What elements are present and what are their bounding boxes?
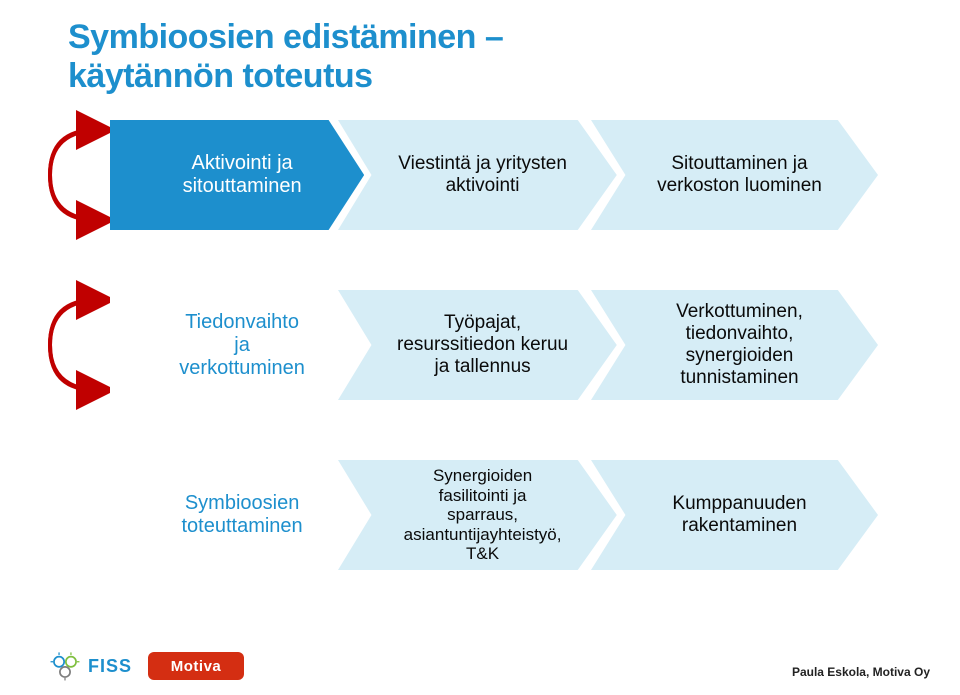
gear-cycle-icon: [48, 651, 82, 681]
process-step-r3b1: Symbioosientoteuttaminen: [110, 460, 364, 570]
process-step-label: Kumppanuudenrakentaminen: [672, 493, 806, 537]
process-step-label: Symbioosientoteuttaminen: [181, 492, 302, 538]
process-row-2: Tiedonvaihtojaverkottuminen Työpajat,resu…: [110, 290, 930, 400]
process-row-3: Symbioosientoteuttaminen Synergioidenfasi…: [110, 460, 930, 570]
process-step-r2b1: Tiedonvaihtojaverkottuminen: [110, 290, 364, 400]
process-step-r2b2: Työpajat,resurssitiedon keruuja tallennu…: [338, 290, 617, 400]
process-step-r3b2: Synergioidenfasilitointi jasparraus,asia…: [338, 460, 617, 570]
process-step-label: Aktivointi jasitouttaminen: [183, 152, 302, 198]
process-step-r1b1: Aktivointi jasitouttaminen: [110, 120, 364, 230]
title-line-2: käytännön toteutus: [68, 57, 373, 95]
footer-logos: FISS Motiva: [48, 651, 244, 681]
fiss-label: FISS: [88, 656, 132, 677]
page-title: Symbioosien edistäminen – käytännön tote…: [68, 18, 503, 96]
credit-text: Paula Eskola, Motiva Oy: [792, 665, 930, 679]
process-step-label: Synergioidenfasilitointi jasparraus,asia…: [404, 466, 562, 564]
cycle-arrow-1: [40, 115, 110, 235]
process-step-r3b3: Kumppanuudenrakentaminen: [591, 460, 878, 570]
cycle-arrow-2: [40, 285, 110, 405]
process-step-label: Verkottuminen,tiedonvaihto,synergioident…: [676, 301, 803, 388]
process-step-r1b2: Viestintä ja yritystenaktivointi: [338, 120, 617, 230]
process-step-r1b3: Sitouttaminen javerkoston luominen: [591, 120, 878, 230]
process-step-label: Viestintä ja yritystenaktivointi: [398, 153, 567, 197]
process-row-1: Aktivointi jasitouttaminen Viestintä ja y…: [110, 120, 930, 230]
process-step-label: Sitouttaminen javerkoston luominen: [657, 153, 822, 197]
fiss-logo: FISS: [48, 651, 132, 681]
process-step-r2b3: Verkottuminen,tiedonvaihto,synergioident…: [591, 290, 878, 400]
process-step-label: Tiedonvaihtojaverkottuminen: [179, 311, 305, 380]
motiva-logo: Motiva: [148, 652, 244, 680]
title-line-1: Symbioosien edistäminen –: [68, 18, 503, 56]
motiva-label: Motiva: [171, 658, 222, 675]
process-step-label: Työpajat,resurssitiedon keruuja tallennu…: [397, 312, 568, 378]
